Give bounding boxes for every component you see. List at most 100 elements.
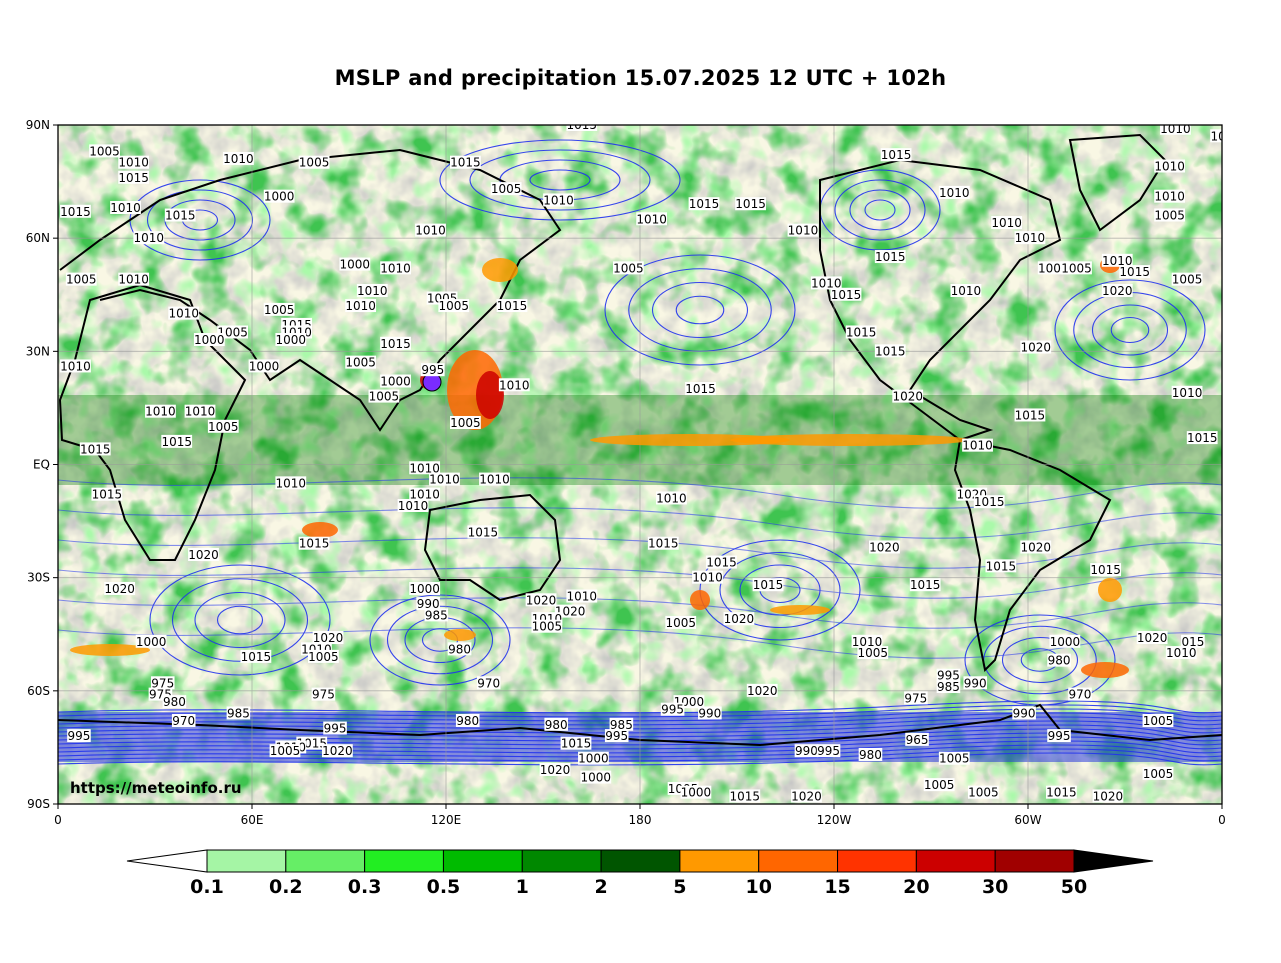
isobar-label: 1005 xyxy=(66,273,97,287)
isobar-label: 1020 xyxy=(791,789,822,803)
colorbar-swatch xyxy=(679,849,760,873)
lat-label: EQ xyxy=(33,458,50,472)
isobar-label: 980 xyxy=(456,714,479,728)
isobar-label: 995 xyxy=(67,729,90,743)
isobar-label: 100 xyxy=(1211,129,1234,143)
isobar-label: 1015 xyxy=(1046,786,1077,800)
isobar-label: 1020 xyxy=(526,593,557,607)
colorbar-label: 50 xyxy=(1061,876,1087,898)
watermark: https://meteoinfo.ru xyxy=(70,779,242,797)
isobar-label: 1005 xyxy=(1143,714,1174,728)
lat-label: 60S xyxy=(27,684,50,698)
isobar-label: 1015 xyxy=(299,537,330,551)
isobar-label: 1000 xyxy=(409,582,440,596)
isobar-label: 1020 xyxy=(747,684,778,698)
lon-label: 120W xyxy=(817,813,852,827)
isobar-label: 1000 xyxy=(264,190,295,204)
isobar-label: 1015 xyxy=(881,148,912,162)
isobar-label: 1000 xyxy=(276,333,307,347)
lon-label: 180 xyxy=(629,813,652,827)
isobar-label: 1020 xyxy=(1020,540,1051,554)
isobar-label: 990 xyxy=(964,676,987,690)
isobar-label: 990 xyxy=(417,597,440,611)
isobar-label: 1005 xyxy=(1172,273,1203,287)
isobar-label: 1005 xyxy=(450,416,481,430)
isobar-label: 1010 xyxy=(1172,386,1203,400)
colorbar-label: 0.2 xyxy=(269,876,303,898)
colorbar-swatch xyxy=(837,849,917,873)
isobar-label: 975 xyxy=(151,676,174,690)
isobar-label: 970 xyxy=(1069,688,1092,702)
isobar-label: 1010 xyxy=(991,216,1022,230)
colorbar-swatch xyxy=(364,849,444,873)
isobar-label: 1015 xyxy=(1090,563,1121,577)
colorbar-swatch xyxy=(285,849,366,873)
isobar-label: 1005 xyxy=(369,390,400,404)
isobar-label: 1000 xyxy=(1050,635,1081,649)
isobar-label: 1010 xyxy=(345,299,376,313)
isobar-label: 1015 xyxy=(753,578,784,592)
isobar-label: 1015 xyxy=(735,197,766,211)
isobar-label: 1010 xyxy=(357,284,388,298)
lat-label: 90S xyxy=(27,797,50,811)
colorbar-label: 1 xyxy=(516,876,529,898)
coastline xyxy=(1068,133,1167,232)
isobar-label: 980 xyxy=(1048,654,1071,668)
isobar-label: 1010 xyxy=(951,284,982,298)
isobar-label: 1005 xyxy=(264,303,295,317)
isobar-label: 1015 xyxy=(468,525,499,539)
isobar-label: 1020 xyxy=(322,744,353,758)
colorbar-label: 0.1 xyxy=(190,876,224,898)
colorbar-swatch xyxy=(758,849,839,873)
isobar-label: 1010 xyxy=(499,378,530,392)
isobar-label: 1000 xyxy=(340,258,371,272)
isobar-label: 1000 xyxy=(136,635,167,649)
lon-label: 120E xyxy=(431,813,462,827)
isobar-label: 1020 xyxy=(1102,284,1133,298)
isobar-label: 1010 xyxy=(185,405,216,419)
isobar-label: 980 xyxy=(448,642,471,656)
colorbar-swatch xyxy=(915,849,996,873)
isobar-label: 995 xyxy=(661,703,684,717)
isobar-label: 1020 xyxy=(1137,631,1168,645)
isobar-label: 995 xyxy=(324,722,347,736)
isobar-label: 1015 xyxy=(648,537,679,551)
isobar-label: 1010 xyxy=(145,405,176,419)
isobar-label: 1015 xyxy=(80,442,111,456)
isobar-label: 995 xyxy=(605,729,628,743)
isobar-label: 1015 xyxy=(706,556,737,570)
isobar-label: 1005 xyxy=(438,299,469,313)
isobar-label: 1015 xyxy=(1187,431,1218,445)
isobar-label: 1010 xyxy=(852,635,883,649)
isobar-label: 1015 xyxy=(910,578,941,592)
isobar-label: 990 xyxy=(698,706,721,720)
colorbar-label: 0.5 xyxy=(427,876,461,898)
precipitation-colorbar: 0.1 0.2 0.3 0.5 1 2 5 10 15 20 30 50 xyxy=(126,849,1154,898)
colorbar-swatch xyxy=(994,849,1075,873)
isobar-label: 1015 xyxy=(986,559,1017,573)
isobar-label: 1005 xyxy=(532,620,563,634)
isobar-label: 1010 xyxy=(1166,646,1197,660)
isobar-label: 1005 xyxy=(1143,767,1174,781)
isobar-label: 1010 xyxy=(118,156,149,170)
colorbar-label: 0.3 xyxy=(348,876,382,898)
isobar-label: 1015 xyxy=(380,337,411,351)
isobar-label: 1010 xyxy=(415,224,446,238)
isobar-label: 1015 xyxy=(875,250,906,264)
isobar-label: 990 xyxy=(795,744,818,758)
coastline xyxy=(953,438,1112,673)
isobar-label: 1010 xyxy=(1154,159,1185,173)
isobar-label: 1005 xyxy=(613,261,644,275)
isobar-label: 1015 xyxy=(561,737,592,751)
isobar-label: 1010 xyxy=(543,193,574,207)
isobar-label: 1005 xyxy=(308,650,339,664)
isobar-label: 1005 xyxy=(491,182,522,196)
isobar-label: 1010 xyxy=(60,359,91,373)
colorbar-swatch xyxy=(442,849,523,873)
isobar-label: 1020 xyxy=(892,390,923,404)
isobar-label: 1010 xyxy=(788,224,819,238)
isobar-label: 1015 xyxy=(974,495,1005,509)
colorbar-label: 2 xyxy=(594,876,607,898)
isobar-label: 1010 xyxy=(636,212,667,226)
isobar-label: 1015 xyxy=(165,209,196,223)
